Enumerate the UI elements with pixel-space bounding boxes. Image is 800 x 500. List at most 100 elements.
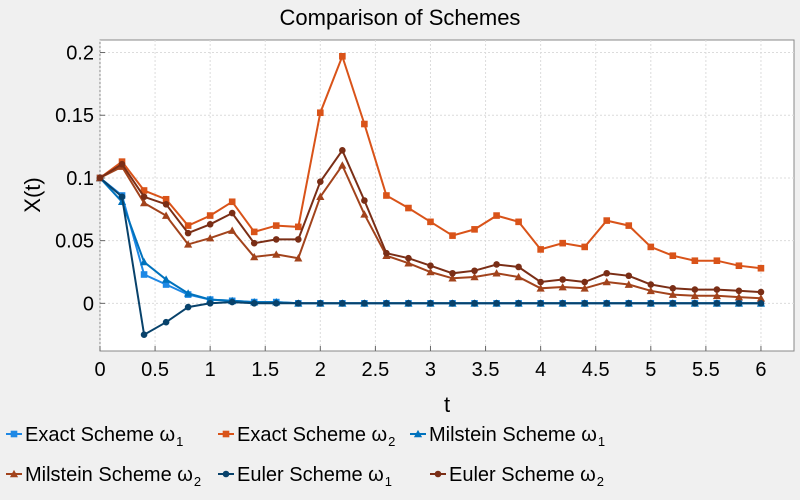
data-point [206,221,214,228]
legend-label-subscript: 1 [598,434,605,449]
data-point [515,263,522,271]
data-point [558,282,567,291]
legend-label: Exact Scheme ω [25,424,175,446]
legend-swatch-marker [222,470,230,478]
data-point [184,229,192,237]
data-point [272,236,280,243]
data-point [537,300,544,307]
data-point [735,262,743,270]
data-point [602,277,611,286]
data-point [536,284,545,292]
data-point [603,269,611,277]
y-tick-label: 0.05 [55,231,94,253]
data-point [250,239,258,247]
data-point [161,275,171,283]
data-point [361,197,368,204]
data-point [449,269,456,277]
data-point [646,286,655,295]
data-point [404,259,413,267]
y-tick-label: 0.1 [66,168,94,190]
data-point [228,209,236,217]
data-point [383,300,390,307]
data-point [316,192,325,201]
data-point [139,198,149,207]
x-tick-label: 2 [315,359,326,381]
data-point [493,261,500,268]
data-point [514,272,523,281]
data-point [161,211,171,219]
data-point [405,254,412,262]
data-point [140,187,148,194]
data-point [294,254,303,262]
data-point [361,300,368,307]
y-axis: 0 0.05 0.1 0.15 0.2 [55,43,105,315]
data-point [713,300,721,307]
data-point [228,298,236,306]
x-axis-label: t [444,392,450,417]
data-point [361,120,368,128]
data-point [184,222,192,229]
data-point [735,287,743,295]
legend-label: Euler Scheme ω [237,464,384,486]
data-point [757,300,765,307]
x-tick-label: 2.5 [361,359,389,381]
data-point [603,217,611,224]
data-point [581,243,588,251]
data-point [581,300,588,307]
data-point [162,281,170,288]
data-point [603,300,611,307]
x-tick-label: 5.5 [692,359,720,381]
legend-swatch-marker [413,429,423,438]
data-point [339,53,346,60]
data-point [317,300,324,307]
legend: Exact Scheme ω 1 Exact Scheme ω 2 Milstein S… [6,424,605,489]
legend-label-subscript: 2 [388,434,395,449]
data-point [405,300,412,307]
data-point [756,294,766,302]
data-point [712,291,721,300]
x-tick-label: 0.5 [141,359,169,381]
data-point [272,300,280,307]
legend-swatch-marker [222,430,230,438]
data-point [669,300,677,307]
data-point [559,300,566,307]
series-5 [96,174,765,338]
series-layer [95,53,766,338]
data-point [250,300,258,307]
legend-label: Milstein Scheme ω [25,464,193,486]
x-tick-label: 3.5 [472,359,500,381]
data-point [294,236,302,243]
data-point [625,222,633,229]
data-point [250,228,258,236]
data-point [228,226,237,234]
data-point [647,243,655,251]
data-point [713,257,721,265]
data-point [162,200,170,208]
legend-label: Euler Scheme ω [449,464,596,486]
data-point [449,232,456,239]
x-tick-label: 4 [535,359,546,381]
legend-label-subscript: 2 [194,474,201,489]
data-point [118,160,126,168]
x-tick-label: 1 [205,359,216,381]
data-point [624,280,633,288]
data-point [405,204,412,212]
data-point [272,250,281,258]
data-point [184,289,193,297]
data-point [338,161,347,169]
data-point [493,212,500,219]
data-point [691,257,699,265]
data-point [757,288,765,296]
data-point [448,274,457,282]
x-axis: 0 0.5 1 1.5 2 2.5 3 3.5 4 4.5 5 5.5 6 [94,346,767,381]
data-point [140,331,148,338]
data-point [559,239,566,247]
data-point [383,192,390,199]
data-point [228,198,236,206]
data-point [691,286,699,293]
data-point [669,284,677,292]
x-tick-label: 5 [645,359,656,381]
data-point [294,223,302,231]
x-tick-label: 1.5 [251,359,279,381]
